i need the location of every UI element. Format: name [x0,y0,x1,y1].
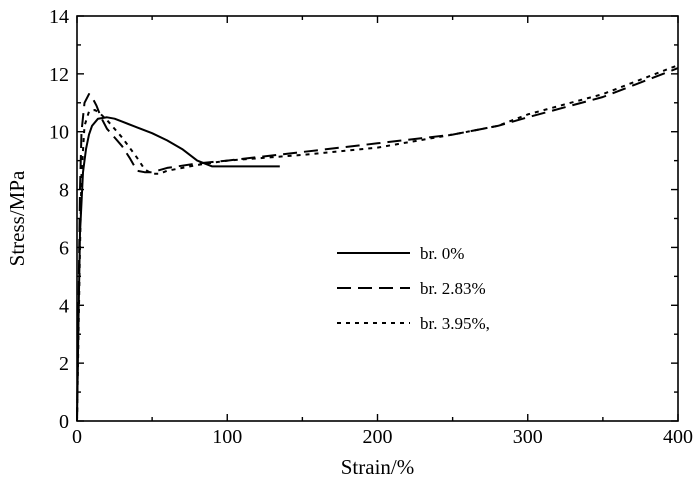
legend-label-2: br. 2.83% [420,279,486,298]
series-lines [76,64,679,422]
x-axis-ticks: 0 100 200 300 400 [72,16,693,448]
series-line-1 [76,116,280,422]
series-line-3 [76,64,679,422]
x-tick-label: 0 [72,426,82,448]
legend-label-1: br. 0% [420,244,464,263]
plot-frame [76,15,679,422]
legend-label-3: br. 3.95%, [420,314,490,333]
legend: br. 0% br. 2.83% br. 3.95%, [337,244,490,333]
y-tick-label: 4 [59,295,69,317]
y-tick-label: 14 [49,6,69,28]
x-tick-label: 100 [212,426,242,448]
y-tick-label: 2 [59,353,69,375]
y-tick-label: 8 [59,180,69,202]
x-tick-label: 300 [513,426,543,448]
series-line-2 [76,67,679,422]
y-tick-label: 6 [59,237,69,259]
y-axis-label: Stress/MPa [5,170,29,266]
y-axis-ticks: 0 2 4 6 8 10 12 14 [49,6,678,433]
x-tick-label: 400 [663,426,693,448]
x-tick-label: 200 [363,426,393,448]
y-tick-label: 10 [49,122,69,144]
y-tick-label: 12 [49,64,69,86]
x-axis-label: Strain/% [341,455,415,479]
y-tick-label: 0 [59,411,69,433]
axes-frame [76,15,679,422]
